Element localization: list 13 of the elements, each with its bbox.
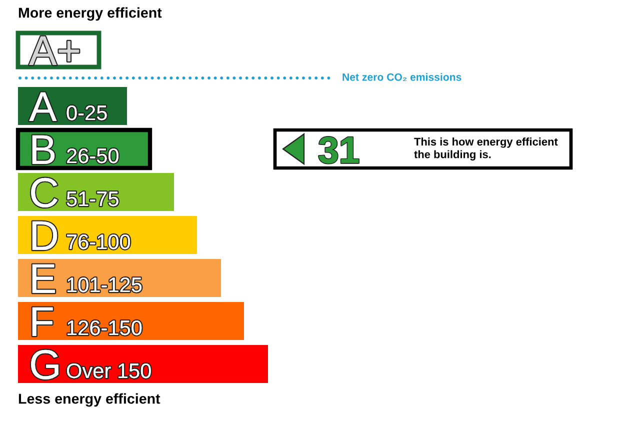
text: 31 xyxy=(318,136,359,164)
chart-title: More energy efficient xyxy=(18,7,162,21)
text: Less energy efficient xyxy=(18,393,160,407)
y-tick-label: A 0-25 xyxy=(29,92,107,121)
y-tick-label: C 51-75 xyxy=(31,178,118,208)
y-tick-label: D 76-100 xyxy=(32,221,130,250)
y-tick-label: E 101-125 xyxy=(32,264,142,293)
text: Net zero CO₂ emissions xyxy=(342,73,462,82)
text: This is how energy efficient the building is. xyxy=(414,138,558,160)
y-tick-label: F 126-150 xyxy=(32,307,142,336)
y-tick-label: B 26-50 xyxy=(32,135,118,164)
y-tick-label: G Over 150 xyxy=(31,350,151,380)
y-tick-label: A+ xyxy=(29,36,80,65)
